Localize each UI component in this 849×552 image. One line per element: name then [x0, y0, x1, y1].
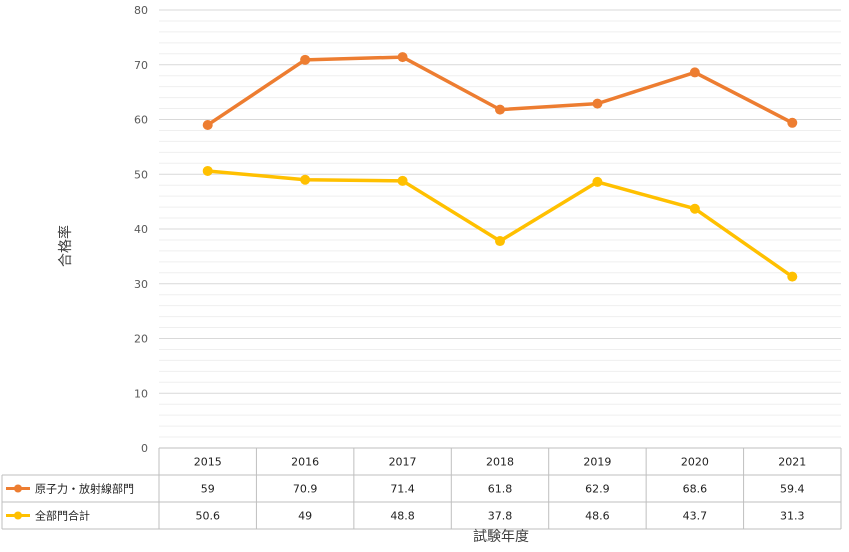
data-point: [300, 174, 311, 185]
x-tick-label: 2015: [194, 456, 222, 469]
y-tick-label: 60: [134, 114, 148, 127]
data-table-cell: 71.4: [390, 483, 415, 496]
legend-marker-key: [14, 484, 22, 493]
y-tick-label: 40: [134, 223, 148, 236]
x-tick-label: 2021: [778, 456, 806, 469]
legend-label: 原子力・放射線部門: [35, 482, 134, 496]
data-table-cell: 37.8: [488, 510, 513, 523]
y-tick-label: 80: [134, 4, 148, 17]
y-tick-label: 0: [141, 442, 148, 455]
x-tick-label: 2017: [389, 456, 417, 469]
data-table-cell: 70.9: [293, 483, 318, 496]
y-tick-label: 20: [134, 333, 148, 346]
data-point: [397, 175, 408, 186]
x-tick-label: 2018: [486, 456, 514, 469]
data-table-cell: 50.6: [195, 510, 220, 523]
gridlines: [159, 9, 841, 449]
series-layer: [202, 52, 798, 282]
data-point: [495, 236, 505, 247]
data-point: [495, 104, 505, 115]
y-tick-label: 50: [134, 168, 148, 181]
legend-marker-key: [14, 511, 22, 520]
series-line: [205, 55, 795, 127]
y-axis-ticks: 0 10 20 30 40 50 60 70 80: [134, 4, 148, 455]
data-point: [689, 67, 700, 78]
data-table-cell: 62.9: [585, 483, 610, 496]
y-tick-label: 10: [134, 387, 148, 400]
data-table-cell: 61.8: [488, 483, 513, 496]
data-point: [202, 165, 213, 176]
data-table-cell: 59: [201, 483, 215, 496]
data-table-cell: 49: [298, 510, 312, 523]
data-point: [592, 98, 603, 109]
data-point: [592, 176, 603, 187]
data-point: [300, 54, 311, 65]
data-point: [787, 117, 798, 128]
data-table: 2015 2016 2017 2018 2019 2020 2021 原子力・放射線部門 59 7…: [1, 447, 842, 530]
data-point: [202, 119, 213, 130]
x-tick-label: 2016: [291, 456, 319, 469]
data-point: [787, 271, 798, 282]
data-table-cell: 43.7: [683, 510, 708, 523]
data-table-cell: 59.4: [780, 483, 805, 496]
series-line: [205, 169, 795, 279]
data-table-cell: 48.6: [585, 510, 610, 523]
data-point: [689, 203, 700, 214]
data-point: [397, 52, 408, 63]
x-tick-label: 2019: [583, 456, 611, 469]
data-table-cell: 31.3: [780, 510, 805, 523]
legend-label: 全部門合計: [35, 509, 90, 523]
x-axis-label: 試験年度: [473, 529, 529, 545]
data-table-cell: 68.6: [683, 483, 708, 496]
x-tick-label: 2020: [681, 456, 709, 469]
y-tick-label: 70: [134, 59, 148, 72]
y-axis-label: 合格率: [57, 225, 74, 267]
y-tick-label: 30: [134, 278, 148, 291]
data-table-cell: 48.8: [390, 510, 415, 523]
